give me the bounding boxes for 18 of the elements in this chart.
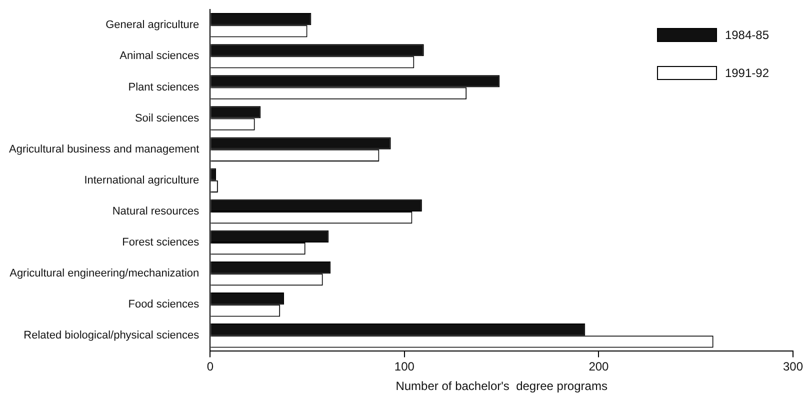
x-tick-label: 200	[588, 360, 610, 374]
x-axis-title: Number of bachelor's degree programs	[396, 379, 608, 394]
y-tick-label: Agricultural engineering/mechanization	[10, 268, 200, 280]
legend-label: 1984-85	[724, 28, 769, 42]
y-tick-label: Animal sciences	[120, 50, 200, 62]
x-tick-label: 300	[782, 360, 804, 374]
y-tick-label: Related biological/physical sciences	[24, 330, 200, 342]
x-tick-label: 0	[206, 360, 214, 374]
y-tick-label: Food sciences	[128, 298, 200, 311]
y-tick-label: Forest sciences	[122, 236, 200, 249]
x-tick-label: 100	[394, 360, 415, 374]
y-tick-label: Natural resources	[112, 205, 200, 218]
y-tick-label: Plant sciences	[128, 81, 200, 94]
text: 1991-92	[724, 66, 769, 80]
y-tick-label: International agriculture	[84, 174, 200, 186]
y-tick-label: Soil sciences	[134, 112, 200, 124]
y-tick-label: Agricultural business and management	[8, 143, 200, 156]
y-tick-label: General agriculture	[106, 19, 200, 32]
